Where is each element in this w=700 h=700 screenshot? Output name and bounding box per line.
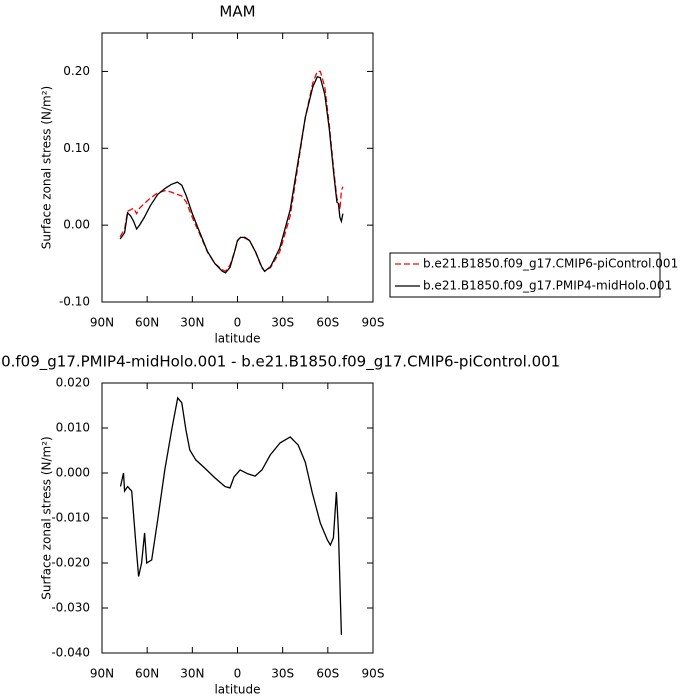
- y-tick-label: -0.010: [51, 511, 90, 525]
- x-tick-label: 30N: [180, 667, 204, 681]
- legend-label: b.e21.B1850.f09_g17.CMIP6-piControl.001: [423, 257, 678, 271]
- x-tick-label: 0: [234, 316, 242, 330]
- x-tick-label: 90N: [90, 316, 114, 330]
- chart-title: MAM: [219, 3, 255, 21]
- y-tick-label: -0.030: [51, 601, 90, 615]
- x-tick-label: 90S: [362, 316, 385, 330]
- y-axis-label: Surface zonal stress (N/m²): [40, 436, 54, 600]
- x-tick-label: 60S: [316, 667, 339, 681]
- y-axis-label: Surface zonal stress (N/m²): [40, 86, 54, 250]
- data-line: [119, 76, 344, 274]
- y-tick-label: 0.10: [63, 141, 90, 155]
- y-tick-label: -0.10: [59, 295, 90, 309]
- x-tick-label: 0: [234, 667, 242, 681]
- x-tick-label: 30N: [180, 316, 204, 330]
- x-tick-label: 90S: [362, 667, 385, 681]
- x-axis-label: latitude: [214, 683, 260, 697]
- y-tick-label: 0.00: [63, 218, 90, 232]
- y-tick-label: 0.020: [56, 376, 90, 390]
- y-tick-label: -0.040: [51, 646, 90, 660]
- x-tick-label: 30S: [271, 667, 294, 681]
- data-line: [119, 396, 343, 636]
- x-tick-label: 90N: [90, 667, 114, 681]
- x-tick-label: 30S: [271, 316, 294, 330]
- legend-box: [389, 252, 661, 298]
- chart-title: b.e21.B1850.f09_g17.PMIP4-midHolo.001 - …: [0, 353, 560, 372]
- legend-label: b.e21.B1850.f09_g17.PMIP4-midHolo.001: [423, 279, 672, 293]
- y-tick-label: 0.20: [63, 64, 90, 78]
- x-tick-label: 60N: [135, 316, 159, 330]
- y-tick-label: 0.010: [56, 421, 90, 435]
- y-tick-label: -0.020: [51, 556, 90, 570]
- y-tick-label: 0.000: [56, 466, 90, 480]
- plot-frame: [101, 32, 374, 303]
- x-tick-label: 60N: [135, 667, 159, 681]
- plot-frame: [101, 382, 374, 654]
- x-tick-label: 60S: [316, 316, 339, 330]
- x-axis-label: latitude: [214, 332, 260, 346]
